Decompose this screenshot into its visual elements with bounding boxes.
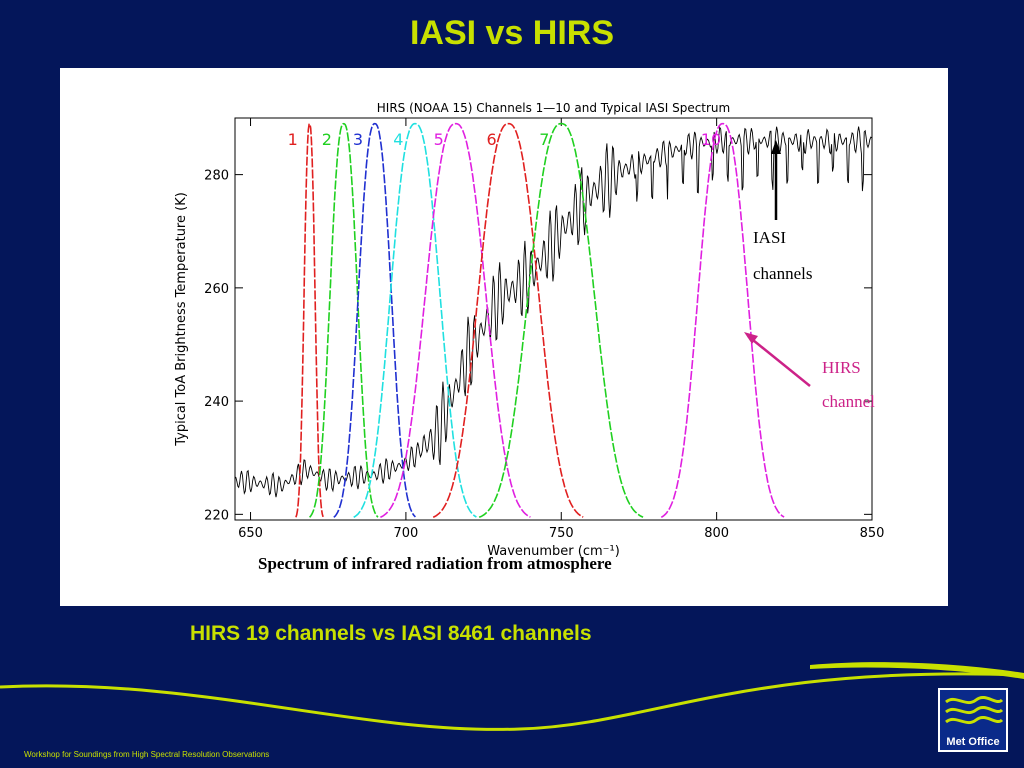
- x-axis-label: Wavenumber (cm⁻¹): [487, 544, 620, 559]
- iasi-label-line1: IASI: [753, 228, 787, 247]
- chart-caption: Spectrum of infrared radiation from atmo…: [258, 554, 612, 573]
- plot-frame: [234, 117, 873, 521]
- decorative-swoosh: [0, 662, 1024, 731]
- y-tick-label: 220: [204, 508, 229, 523]
- y-tick-label: 280: [204, 169, 229, 184]
- wave-icon: [945, 695, 1004, 725]
- slide-title: IASI vs HIRS: [409, 14, 615, 52]
- chart-labels: 650 700 750 800 850 220 240 260 280 HIRS (NOAA 15…: [174, 101, 884, 559]
- hirs-channel-3-label: 3: [353, 130, 363, 149]
- hirs-arrow-line: [747, 335, 811, 387]
- hirs-channel-5-curve: [380, 122, 531, 519]
- slide-subtitle: HIRS 19 channels vs IASI 8461 channels: [190, 622, 592, 645]
- hirs-channels: [295, 122, 785, 519]
- hirs-channel-10-label: 10: [701, 130, 721, 149]
- y-tick-label: 260: [204, 282, 229, 297]
- hirs-arrow-head: [744, 332, 758, 344]
- iasi-label-line2: channels: [753, 264, 813, 283]
- hirs-channel-5-label: 5: [434, 130, 444, 149]
- footer-text: Workshop for Soundings from High Spectra…: [24, 750, 270, 759]
- spectrum-chart: 650 700 750 800 850 220 240 260 280 HIRS (NOAA 15…: [174, 101, 884, 559]
- x-tick-label: 750: [549, 526, 574, 541]
- iasi-spectrum-line: [234, 125, 872, 498]
- hirs-channel-3-curve: [333, 122, 416, 518]
- hirs-channel-2-label: 2: [322, 130, 332, 149]
- hirs-label-line2: channel: [822, 392, 875, 411]
- hirs-channel-4-curve: [353, 122, 477, 518]
- hirs-channel-4-label: 4: [393, 130, 403, 149]
- hirs-channel-2-curve: [309, 122, 379, 518]
- hirs-channel-1-curve: [295, 122, 324, 518]
- y-axis-label: Typical ToA Brightness Temperature (K): [174, 192, 189, 447]
- hirs-label-line1: HIRS: [822, 358, 861, 377]
- hirs-channel-6-label: 6: [486, 130, 496, 149]
- hirs-channel-7-curve: [478, 122, 644, 519]
- y-tick-label: 240: [204, 395, 229, 410]
- hirs-channel-6-curve: [432, 122, 584, 519]
- hirs-channel-10-curve: [660, 122, 785, 518]
- x-tick-label: 800: [704, 526, 729, 541]
- chart-axes: [234, 117, 873, 521]
- met-office-logo: Met Office: [938, 688, 1008, 752]
- chart-panel: 650 700 750 800 850 220 240 260 280 HIRS (NOAA 15…: [60, 68, 948, 606]
- chart-title: HIRS (NOAA 15) Channels 1—10 and Typical…: [377, 101, 730, 115]
- iasi-spectrum: [234, 125, 872, 498]
- iasi-arrow-head: [771, 140, 781, 154]
- x-tick-label: 850: [860, 526, 885, 541]
- x-tick-label: 650: [238, 526, 263, 541]
- hirs-channel-7-label: 7: [539, 130, 549, 149]
- hirs-channel-1-label: 1: [288, 130, 298, 149]
- logo-label: Met Office: [946, 736, 1000, 748]
- x-tick-label: 700: [393, 526, 418, 541]
